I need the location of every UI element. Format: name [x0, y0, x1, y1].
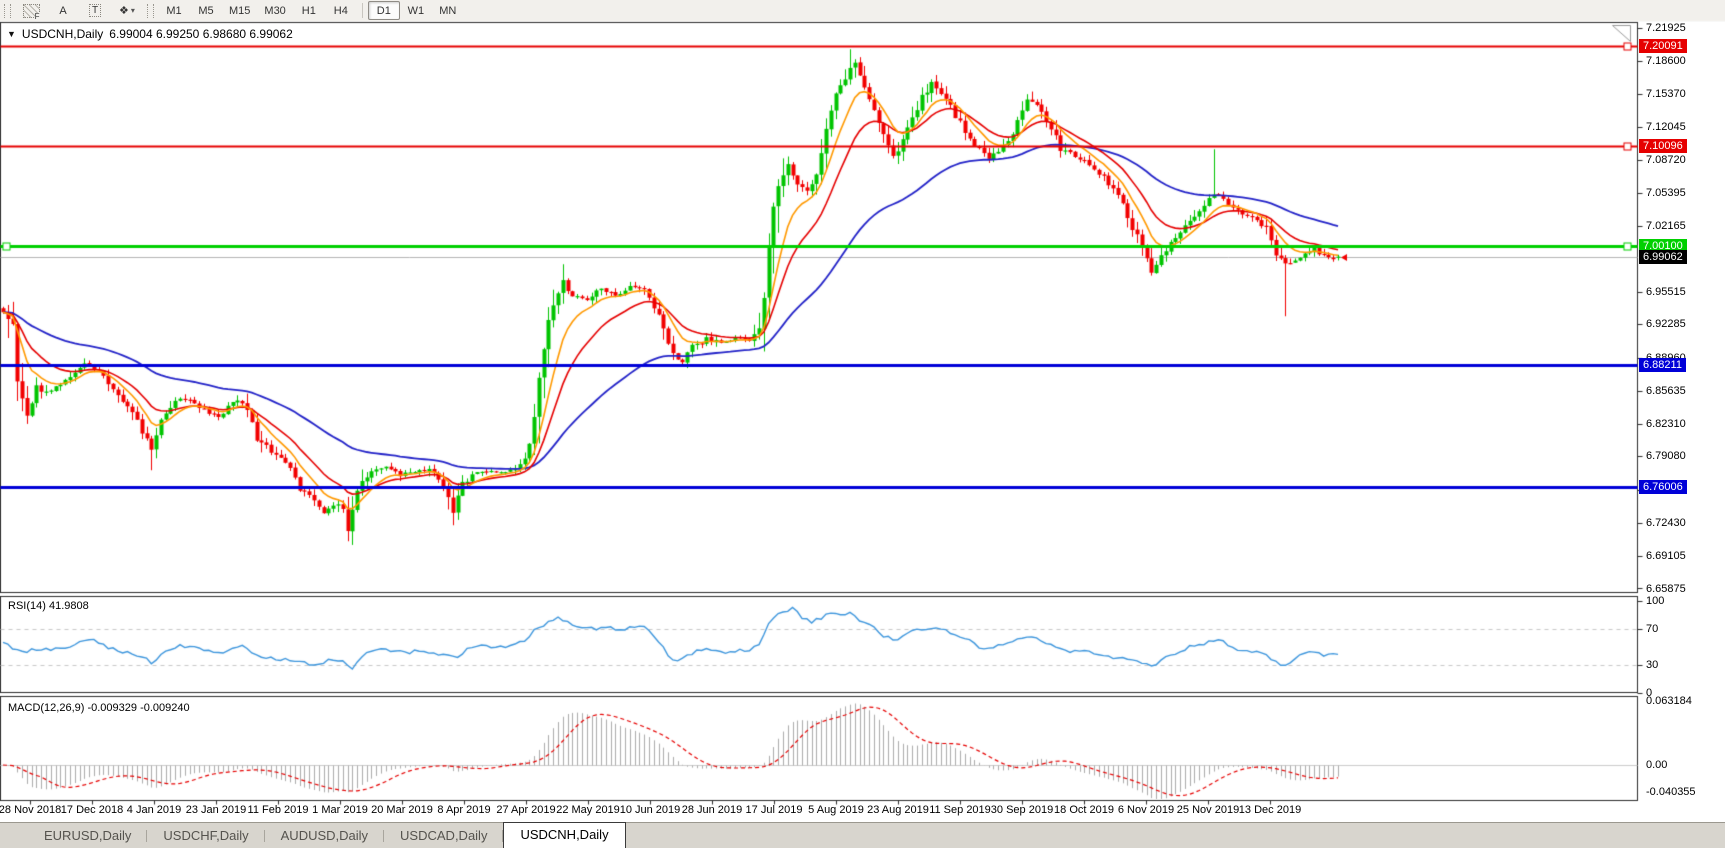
macd-tick-label: 0.00: [1646, 759, 1668, 771]
price-tick-label: 6.65875: [1646, 582, 1686, 595]
chart-tab-usdchf[interactable]: USDCHF,Daily: [147, 825, 265, 848]
price-tick-label: 7.12045: [1646, 120, 1686, 133]
date-tick-label: 6 Nov 2019: [1117, 804, 1175, 816]
price-tick-label: 6.72430: [1646, 516, 1686, 529]
date-tick-label: 22 May 2019: [556, 804, 620, 816]
chart-title: ▼ USDCNH,Daily 6.99004 6.99250 6.98680 6…: [7, 27, 293, 41]
price-tick-label: 6.85635: [1646, 384, 1686, 397]
chart-tab-usdcnh[interactable]: USDCNH,Daily: [503, 822, 626, 848]
current-price-badge: 6.99062: [1639, 249, 1687, 264]
date-tick-label: 27 Apr 2019: [496, 804, 556, 816]
macd-tick-label: 0.063184: [1646, 694, 1692, 707]
date-tick-label: 17 Jul 2019: [745, 804, 803, 816]
price-tick-label: 7.15370: [1646, 87, 1686, 100]
chart-dropdown-caret[interactable]: ▼: [7, 29, 16, 39]
date-tick-label: 28 Jun 2019: [681, 804, 743, 816]
date-tick-label: 25 Nov 2019: [1176, 804, 1240, 816]
date-tick-label: 18 Oct 2019: [1054, 804, 1114, 816]
price-tick-label: 6.69105: [1646, 550, 1686, 563]
price-tick-label: 6.95515: [1646, 286, 1686, 299]
date-tick-label: 8 Apr 2019: [437, 804, 491, 816]
price-level-badge: 7.10096: [1639, 139, 1687, 154]
date-tick-label: 11 Feb 2019: [247, 804, 309, 816]
date-tick-label: 20 Mar 2019: [371, 804, 433, 816]
price-tick-label: 6.92285: [1646, 318, 1686, 331]
chart-tab-usdcad[interactable]: USDCAD,Daily: [384, 825, 504, 848]
chart-ohlc-values: 6.99004 6.99250 6.98680 6.99062: [109, 27, 293, 41]
price-tick-label: 7.08720: [1646, 154, 1686, 167]
price-tick-label: 6.79080: [1646, 450, 1686, 463]
price-tick-label: 6.82310: [1646, 418, 1686, 431]
price-level-badge: 7.20091: [1639, 39, 1687, 54]
date-tick-label: 5 Aug 2019: [808, 804, 864, 816]
chart-tab-audusd[interactable]: AUDUSD,Daily: [265, 825, 385, 848]
rsi-tick-label: 30: [1646, 659, 1659, 672]
date-tick-label: 1 Mar 2019: [312, 804, 368, 816]
price-level-badge: 6.76006: [1639, 480, 1687, 495]
price-level-badge: 6.88211: [1639, 358, 1686, 373]
date-tick-label: 23 Jan 2019: [185, 804, 247, 816]
rsi-indicator-label: RSI(14) 41.9808: [8, 600, 89, 612]
date-tick-label: 28 Nov 2018: [0, 804, 62, 816]
price-tick-label: 7.18600: [1646, 55, 1686, 68]
chart-tab-eurusd[interactable]: EURUSD,Daily: [28, 825, 148, 848]
chart-symbol-period: USDCNH,Daily: [21, 27, 104, 41]
rsi-tick-label: 70: [1646, 622, 1659, 635]
price-tick-label: 7.21925: [1646, 22, 1686, 34]
date-tick-label: 30 Sep 2019: [990, 804, 1054, 816]
date-tick-label: 13 Dec 2019: [1238, 804, 1302, 816]
date-tick-label: 23 Aug 2019: [867, 804, 929, 816]
chart-tab-bar: EURUSD,Daily USDCHF,Daily AUDUSD,Daily USDC…: [0, 822, 1725, 848]
price-tick-label: 7.05395: [1646, 187, 1686, 200]
rsi-tick-label: 100: [1646, 595, 1665, 607]
macd-indicator-label: MACD(12,26,9) -0.009329 -0.009240: [8, 702, 190, 714]
date-tick-label: 11 Sep 2019: [929, 804, 991, 816]
price-tick-label: 7.02165: [1646, 219, 1686, 232]
macd-tick-label: -0.040355: [1646, 785, 1696, 798]
date-tick-label: 17 Dec 2018: [60, 804, 124, 816]
date-tick-label: 10 Jun 2019: [619, 804, 681, 816]
date-tick-label: 4 Jan 2019: [126, 804, 182, 816]
rsi-tick-label: 0: [1646, 687, 1653, 699]
